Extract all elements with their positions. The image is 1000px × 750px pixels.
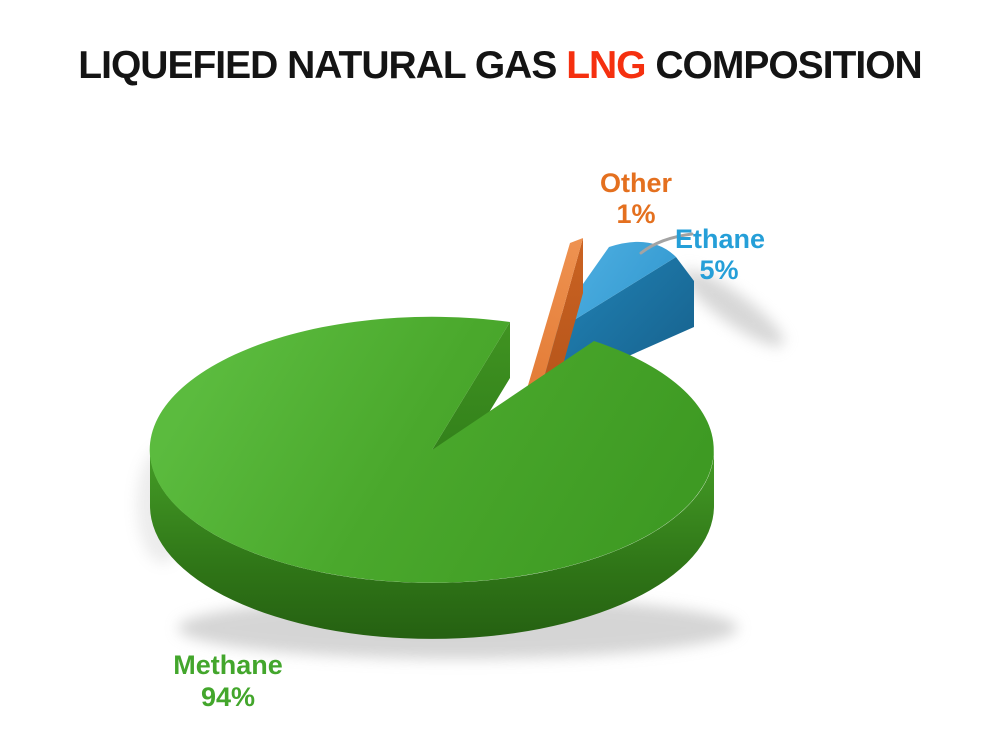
chart-title-prefix: LIQUEFIED NATURAL GAS: [78, 44, 567, 87]
pie-slice-other-top: [516, 238, 583, 428]
ethane-wedge-shadow: [682, 269, 784, 347]
pie-slice-ethane-top: [545, 241, 676, 338]
pie-slice-methane-side: [150, 450, 714, 639]
chart-title: LIQUEFIED NATURAL GAS LNG COMPOSITION: [0, 44, 1000, 88]
chart-title-suffix: COMPOSITION: [645, 44, 922, 87]
pie-slice-methane-top: [149, 316, 714, 583]
ethane-leader-line: [639, 232, 694, 255]
methane-percent: 94%: [201, 682, 255, 712]
chart-title-lng: LNG: [566, 44, 646, 87]
methane-label: Methane: [173, 650, 283, 680]
ethane-label: Ethane: [675, 224, 765, 254]
ethane-percent: 5%: [699, 255, 738, 285]
other-percent: 1%: [616, 199, 655, 229]
other-label: Other: [600, 168, 673, 198]
